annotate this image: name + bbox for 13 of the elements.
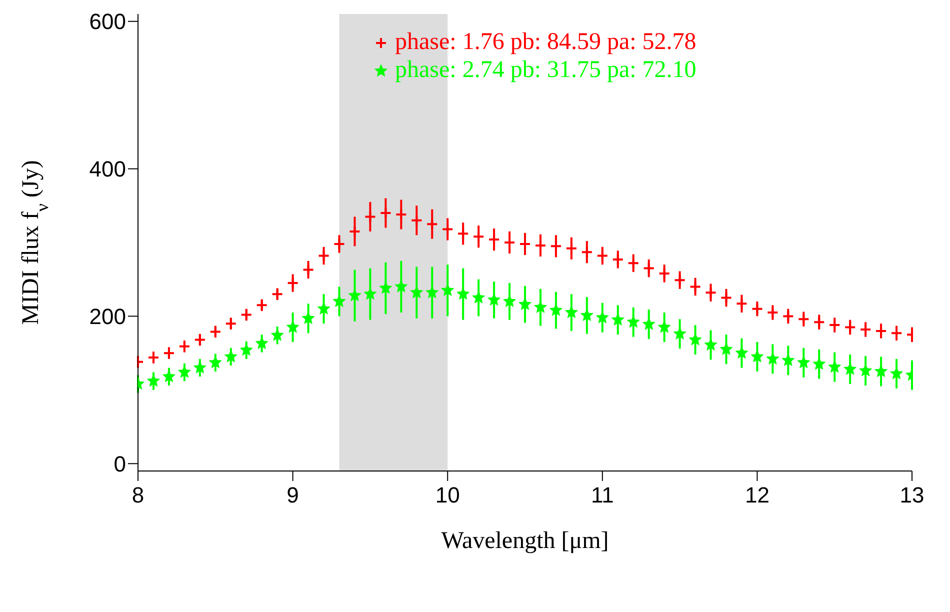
- y-tick-label: 200: [89, 304, 126, 330]
- legend-label: phase: 2.74 pb: 31.75 pa: 72.10: [394, 56, 696, 84]
- x-tick-label: 8: [132, 482, 144, 508]
- y-tick-label: 400: [89, 156, 126, 182]
- x-tick-label: 12: [744, 482, 770, 508]
- x-tick-label: 13: [900, 482, 924, 508]
- x-tick-label: 10: [435, 482, 460, 508]
- legend-label: phase: 1.76 pb: 84.59 pa: 52.78: [394, 28, 696, 56]
- y-tick-label: 0: [114, 451, 126, 476]
- y-tick-label: 600: [89, 9, 126, 34]
- x-tick-label: 9: [286, 482, 299, 508]
- x-axis-title: Wavelength [μm]: [441, 528, 609, 554]
- x-tick-label: 11: [590, 482, 614, 508]
